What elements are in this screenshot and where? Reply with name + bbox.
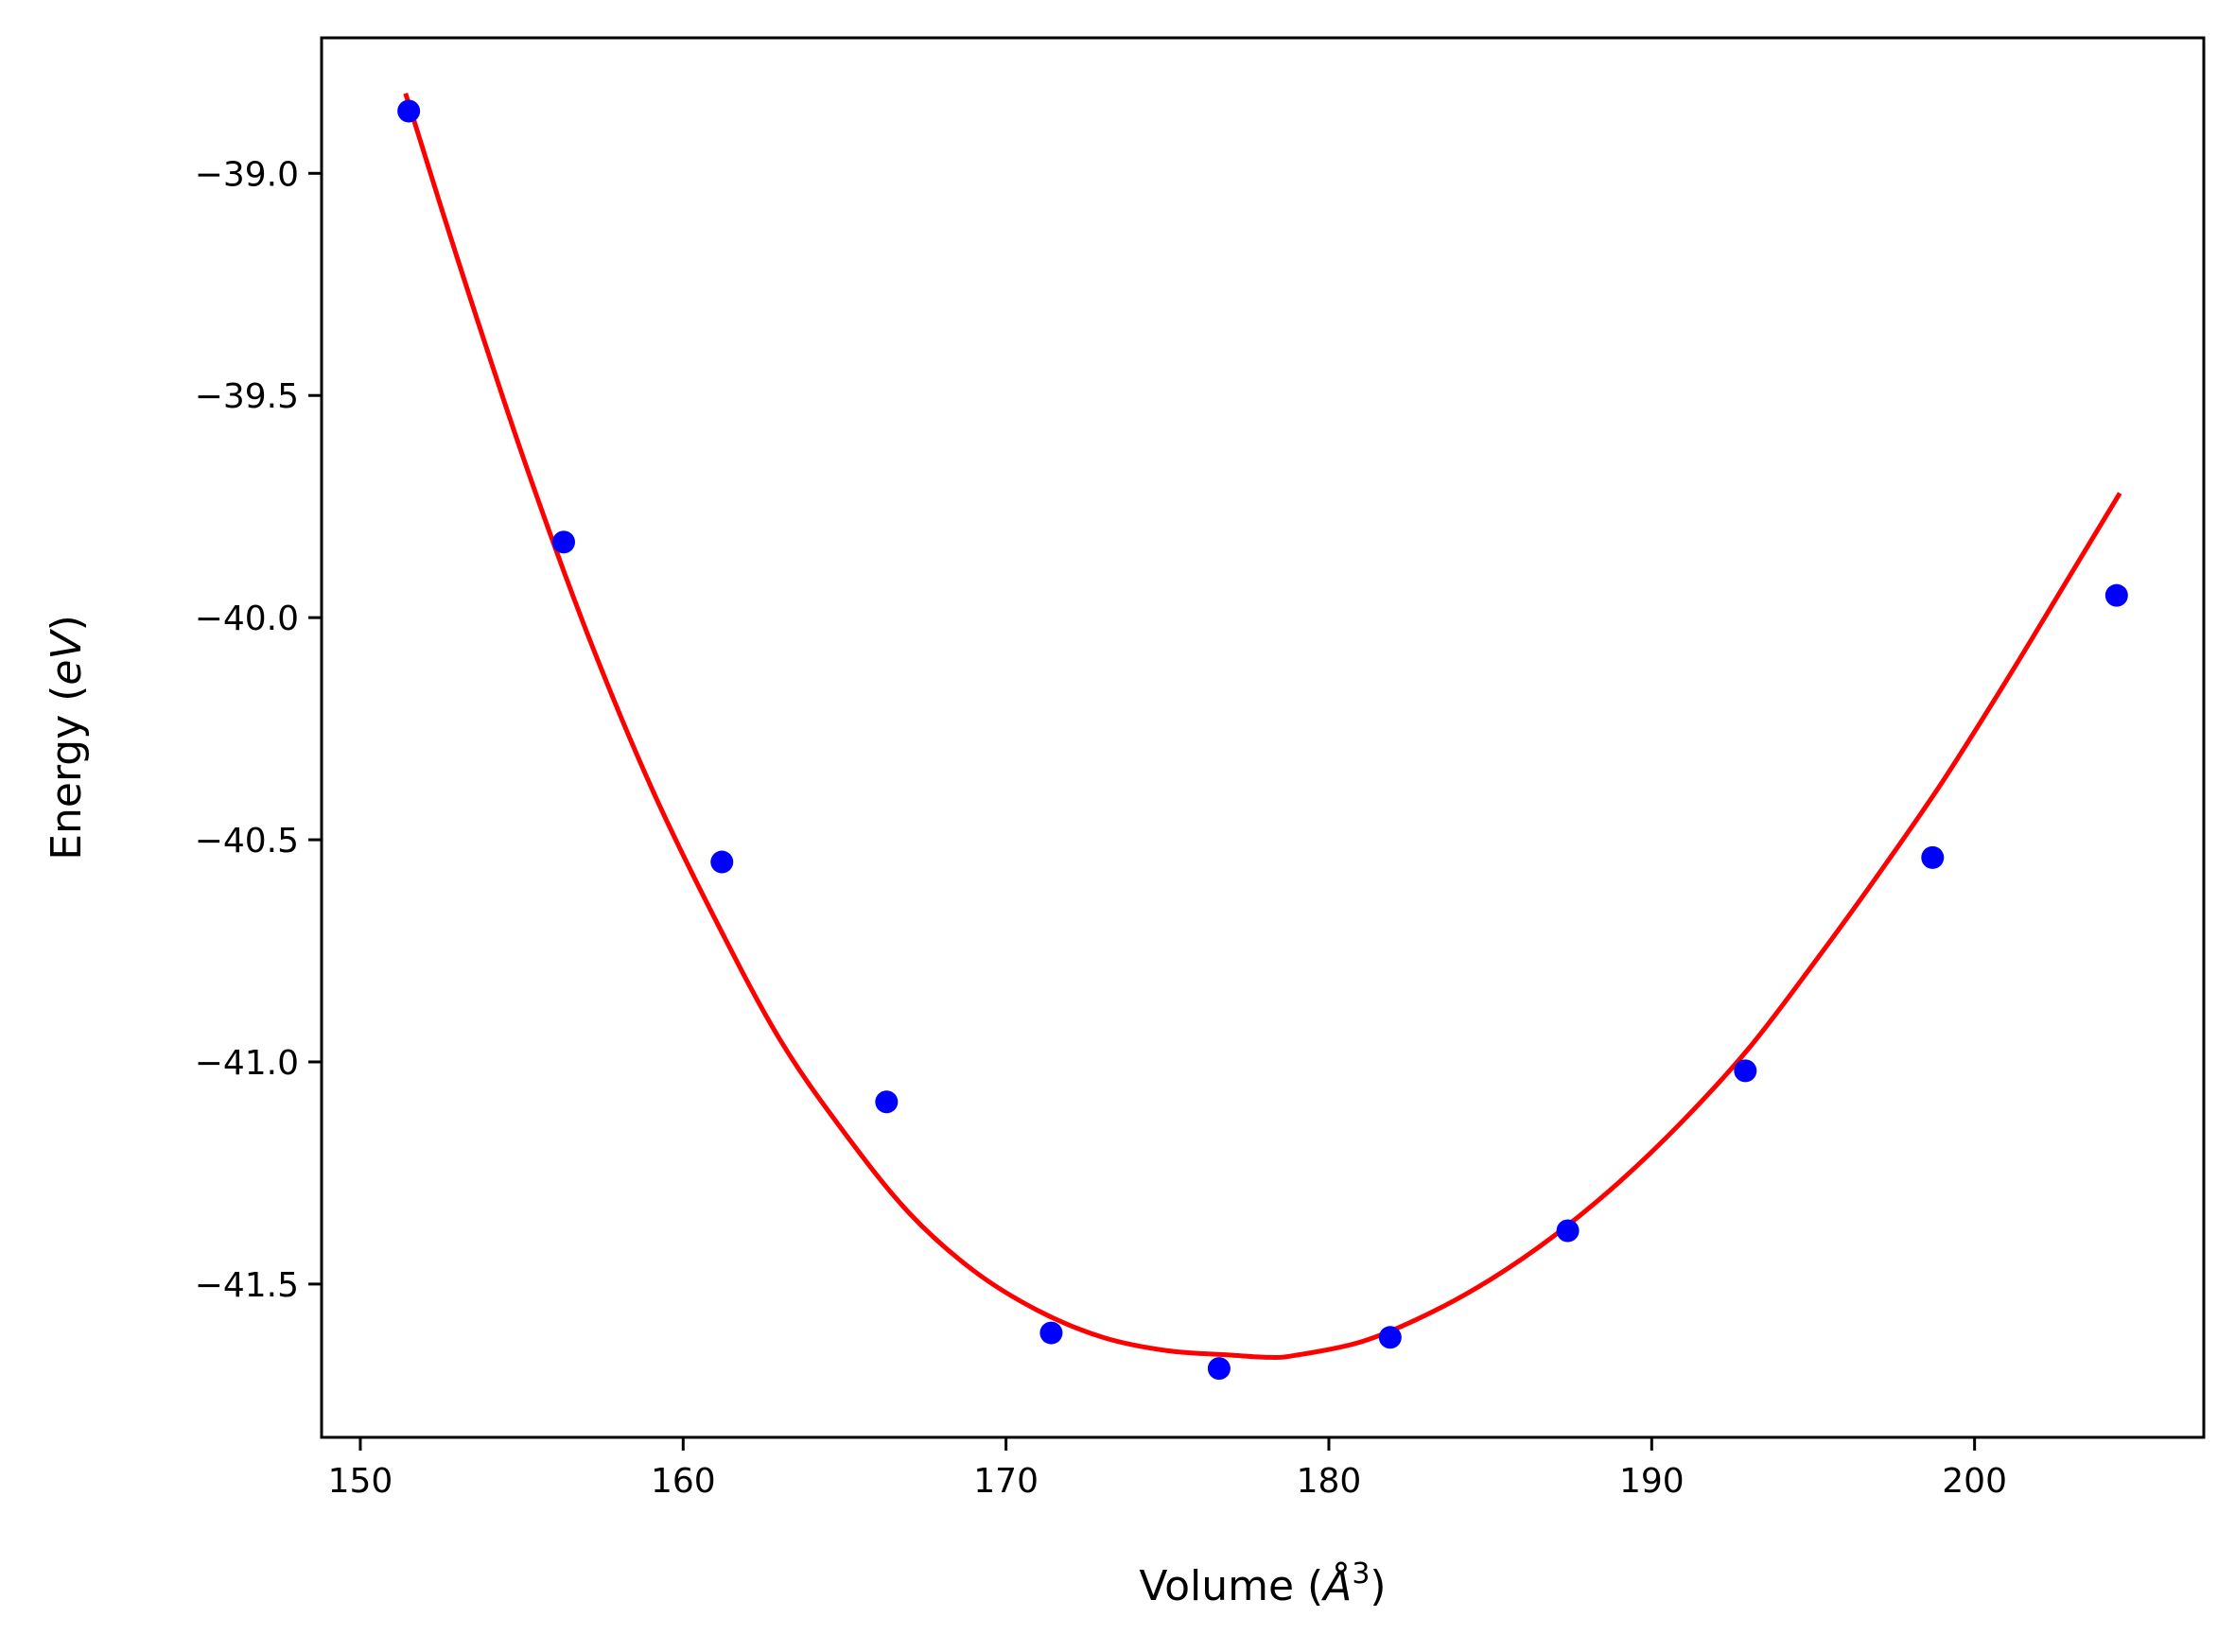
data-point (1207, 1357, 1231, 1381)
y-axis-label-symbol: eV (43, 629, 91, 686)
x-tick-label: 170 (973, 1462, 1039, 1501)
x-tick-label: 180 (1297, 1462, 1362, 1501)
x-axis-label-exponent: 3 (1352, 1557, 1370, 1591)
data-point (1039, 1321, 1063, 1345)
y-tick-label: −39.5 (195, 377, 299, 416)
y-axis-label: Energy (eV) (43, 615, 91, 861)
y-tick-label: −39.0 (195, 155, 299, 194)
x-axis-label-symbol: Å (1320, 1560, 1352, 1610)
y-tick-label: −40.0 (195, 600, 299, 638)
data-point (2104, 583, 2128, 607)
data-point (1734, 1059, 1757, 1083)
y-axis-label-prefix: Energy ( (43, 686, 91, 861)
plot-frame (320, 36, 2206, 1439)
x-axis-label-suffix: ) (1370, 1562, 1386, 1610)
y-tick-label: −41.5 (195, 1266, 299, 1305)
x-tick-label: 160 (651, 1462, 716, 1501)
x-axis-label: Volume (Å3) (1139, 1557, 1386, 1610)
data-point (397, 99, 421, 123)
y-tick-label: −41.0 (195, 1044, 299, 1083)
x-tick-label: 190 (1619, 1462, 1685, 1501)
y-axis-ticks: −39.0 −39.5 −40.0 −40.5 −41.0 −41.5 (195, 155, 322, 1305)
data-point (875, 1090, 899, 1114)
x-tick-label: 200 (1942, 1462, 2007, 1501)
data-point (552, 530, 576, 554)
data-point (710, 850, 734, 874)
x-axis-label-prefix: Volume ( (1139, 1562, 1323, 1610)
x-axis-ticks: 150 160 170 180 190 200 (328, 1437, 2007, 1501)
data-point (1921, 845, 1945, 869)
data-point (1378, 1326, 1402, 1349)
x-tick-label: 150 (328, 1462, 393, 1501)
y-axis-label-suffix: ) (43, 615, 91, 631)
data-point (1556, 1219, 1580, 1243)
fit-curve-line (403, 92, 2122, 1360)
plot-content (397, 92, 2128, 1381)
y-tick-label: −40.5 (195, 822, 299, 861)
